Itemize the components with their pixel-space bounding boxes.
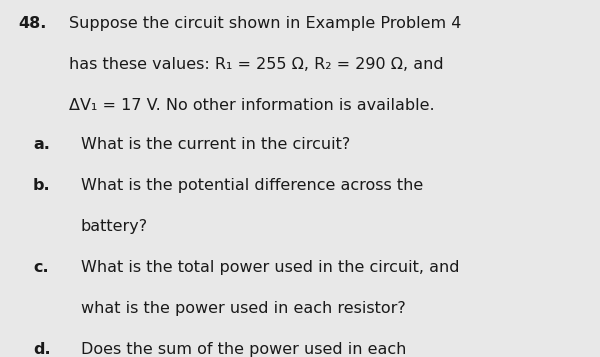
Text: has these values: R₁ = 255 Ω, R₂ = 290 Ω, and: has these values: R₁ = 255 Ω, R₂ = 290 Ω…	[69, 57, 443, 72]
Text: what is the power used in each resistor?: what is the power used in each resistor?	[81, 301, 406, 316]
Text: 48.: 48.	[18, 16, 46, 31]
Text: battery?: battery?	[81, 219, 148, 234]
Text: b.: b.	[33, 178, 50, 193]
Text: Does the sum of the power used in each: Does the sum of the power used in each	[81, 342, 406, 357]
Text: c.: c.	[33, 260, 49, 275]
Text: What is the total power used in the circuit, and: What is the total power used in the circ…	[81, 260, 460, 275]
Text: d.: d.	[33, 342, 50, 357]
Text: a.: a.	[33, 137, 50, 152]
Text: ΔV₁ = 17 V. No other information is available.: ΔV₁ = 17 V. No other information is avai…	[69, 98, 434, 113]
Text: What is the potential difference across the: What is the potential difference across …	[81, 178, 423, 193]
Text: What is the current in the circuit?: What is the current in the circuit?	[81, 137, 350, 152]
Text: Suppose the circuit shown in Example Problem 4: Suppose the circuit shown in Example Pro…	[69, 16, 461, 31]
